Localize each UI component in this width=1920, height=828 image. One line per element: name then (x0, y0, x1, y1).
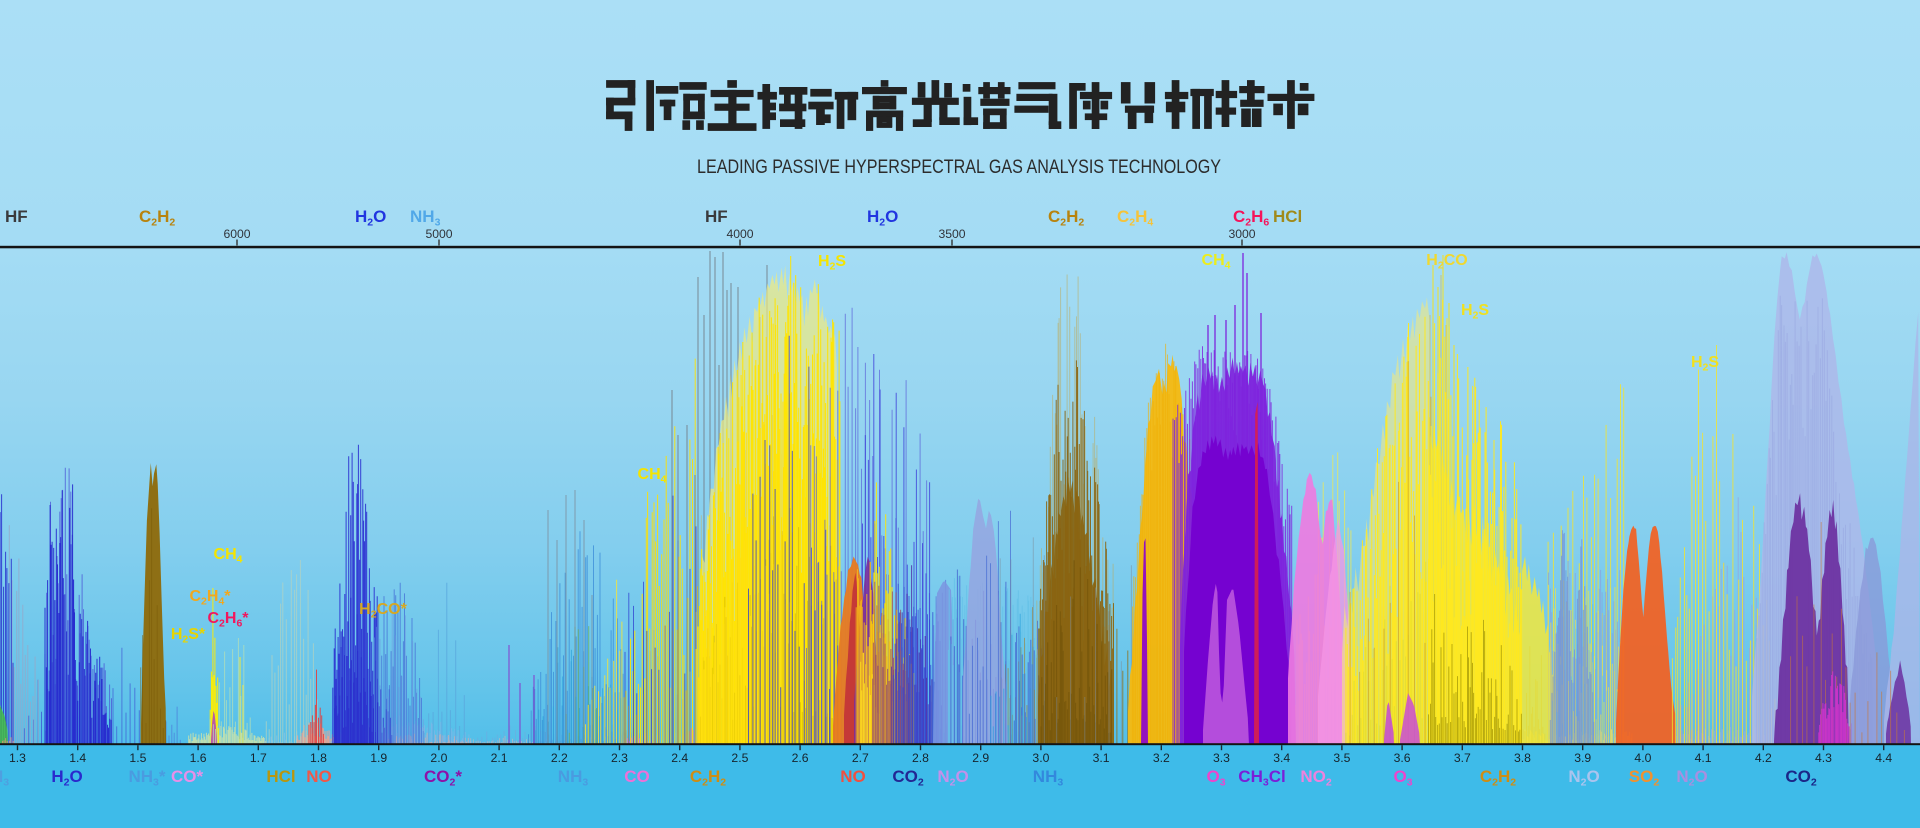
svg-text:H2​O: H2​O (867, 207, 898, 229)
svg-text:3.9: 3.9 (1574, 751, 1591, 765)
svg-text:CO2​*: CO2​* (424, 767, 462, 789)
svg-text:H2​S: H2​S (818, 253, 846, 273)
svg-text:H2​S: H2​S (1691, 354, 1719, 374)
svg-text:3.3: 3.3 (1213, 751, 1230, 765)
svg-text:NH3​*: NH3​* (128, 767, 165, 789)
svg-text:H2​CO*: H2​CO* (359, 601, 407, 621)
svg-text:6000: 6000 (223, 227, 250, 241)
svg-text:4.1: 4.1 (1695, 751, 1712, 765)
svg-text:5000: 5000 (425, 227, 452, 241)
svg-text:NO: NO (840, 767, 866, 786)
svg-text:2.1: 2.1 (491, 751, 508, 765)
svg-text:C2​H2​: C2​H2​ (690, 767, 726, 789)
svg-text:1.6: 1.6 (190, 751, 207, 765)
svg-text:CO: CO (624, 767, 650, 786)
svg-text:2.3: 2.3 (611, 751, 628, 765)
svg-text:C2​H6​*: C2​H6​* (207, 610, 249, 630)
svg-text:NH3​: NH3​ (410, 207, 441, 229)
svg-text:3.2: 3.2 (1153, 751, 1170, 765)
svg-text:C2​H4​*: C2​H4​* (189, 588, 231, 608)
svg-text:NH3​: NH3​ (1033, 767, 1064, 789)
svg-text:CH4​: CH4​ (638, 466, 667, 486)
svg-text:3.1: 3.1 (1093, 751, 1110, 765)
svg-text:2.0: 2.0 (430, 751, 447, 765)
svg-text:LEADING PASSIVE HYPERSPECTRAL: LEADING PASSIVE HYPERSPECTRAL GAS ANALYS… (697, 156, 1221, 178)
svg-text:H2​O: H2​O (355, 207, 386, 229)
svg-text:C2​H4​: C2​H4​ (1117, 207, 1153, 229)
svg-text:C2​H2​: C2​H2​ (139, 207, 175, 229)
svg-text:4.2: 4.2 (1755, 751, 1772, 765)
svg-text:NH3​: NH3​ (558, 767, 589, 789)
svg-text:2.9: 2.9 (972, 751, 989, 765)
svg-text:HF: HF (705, 207, 728, 226)
svg-text:2.5: 2.5 (731, 751, 748, 765)
svg-text:H2​O: H2​O (51, 767, 82, 789)
svg-text:N2​O: N2​O (937, 767, 968, 789)
svg-text:SO2​: SO2​ (1629, 767, 1660, 789)
svg-text:C2​H2​: C2​H2​ (1480, 767, 1516, 789)
svg-text:2.7: 2.7 (852, 751, 869, 765)
svg-text:1.8: 1.8 (310, 751, 327, 765)
svg-text:CH3​Cl: CH3​Cl (1238, 767, 1285, 789)
svg-text:NO: NO (306, 767, 332, 786)
svg-text:4.4: 4.4 (1875, 751, 1892, 765)
svg-text:N3: N3 (0, 767, 9, 789)
svg-text:H2​S: H2​S (1461, 302, 1489, 322)
svg-text:CO2​: CO2​ (892, 767, 924, 789)
svg-text:HF: HF (5, 207, 28, 226)
svg-text:3.4: 3.4 (1273, 751, 1290, 765)
svg-text:1.9: 1.9 (370, 751, 387, 765)
svg-text:3500: 3500 (938, 227, 965, 241)
svg-text:C2​H6​: C2​H6​ (1233, 207, 1269, 229)
svg-text:2.6: 2.6 (792, 751, 809, 765)
svg-text:H2​CO: H2​CO (1426, 252, 1467, 272)
svg-text:NO2​: NO2​ (1300, 767, 1332, 789)
svg-text:3000: 3000 (1228, 227, 1255, 241)
svg-text:2.8: 2.8 (912, 751, 929, 765)
svg-text:C2​H2​: C2​H2​ (1048, 207, 1084, 229)
svg-text:1.4: 1.4 (69, 751, 86, 765)
svg-text:N2​O: N2​O (1676, 767, 1707, 789)
svg-text:H2​S*: H2​S* (171, 626, 206, 646)
svg-text:4.0: 4.0 (1634, 751, 1651, 765)
svg-text:CO2​: CO2​ (1785, 767, 1817, 789)
svg-text:4.3: 4.3 (1815, 751, 1832, 765)
svg-text:N2​O: N2​O (1568, 767, 1599, 789)
svg-text:3.6: 3.6 (1394, 751, 1411, 765)
svg-text:3.8: 3.8 (1514, 751, 1531, 765)
svg-text:1.3: 1.3 (9, 751, 26, 765)
svg-text:1.7: 1.7 (250, 751, 267, 765)
svg-text:HCl: HCl (266, 767, 295, 786)
svg-text:3.0: 3.0 (1032, 751, 1049, 765)
svg-text:1.5: 1.5 (129, 751, 146, 765)
svg-text:4000: 4000 (726, 227, 753, 241)
svg-text:3.7: 3.7 (1454, 751, 1471, 765)
svg-text:2.4: 2.4 (671, 751, 688, 765)
svg-text:3.5: 3.5 (1333, 751, 1350, 765)
svg-text:CH4​: CH4​ (1202, 252, 1231, 272)
svg-text:CH4​: CH4​ (214, 546, 243, 566)
svg-text:HCl: HCl (1273, 207, 1302, 226)
svg-text:CO*: CO* (171, 767, 204, 786)
svg-text:2.2: 2.2 (551, 751, 568, 765)
